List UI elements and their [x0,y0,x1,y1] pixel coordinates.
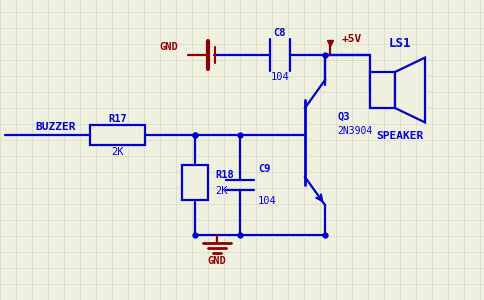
Text: Q3: Q3 [337,112,349,122]
Text: R18: R18 [215,169,234,179]
Text: SPEAKER: SPEAKER [377,131,424,141]
Text: 2K: 2K [111,147,124,157]
Text: 2K: 2K [215,185,227,196]
Text: +5V: +5V [342,34,362,44]
Bar [370,72,395,108]
Text: LS1: LS1 [389,37,411,50]
Text: BUZZER: BUZZER [35,122,76,132]
Bar [90,125,145,145]
Text: R17: R17 [108,114,127,124]
Text: GND: GND [159,42,178,52]
Text: C9: C9 [258,164,271,174]
Bar [182,165,208,200]
Text: C8: C8 [274,28,286,38]
Text: 104: 104 [258,196,277,206]
Text: 2N3904: 2N3904 [337,126,372,136]
Text: 104: 104 [271,72,289,82]
Text: GND: GND [208,256,227,266]
Polygon shape [395,58,425,122]
